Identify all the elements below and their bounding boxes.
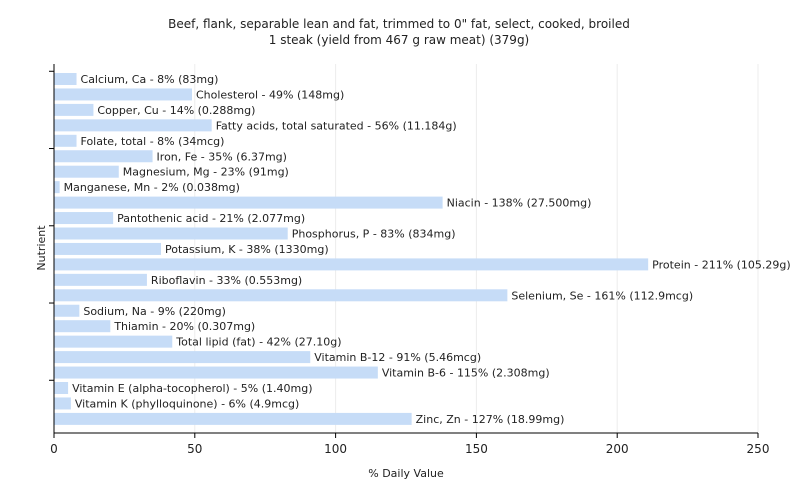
bar-0 xyxy=(54,73,77,85)
x-tick-label-50: 50 xyxy=(187,442,202,456)
bar-18 xyxy=(54,351,311,364)
bar-4 xyxy=(54,134,77,147)
bar-1 xyxy=(54,88,192,101)
bar-19 xyxy=(54,366,378,379)
bar-label-4: Folate, total - 8% (34mcg) xyxy=(81,135,225,148)
bar-label-21: Vitamin K (phylloquinone) - 6% (4.9mcg) xyxy=(75,397,299,410)
bar-label-12: Protein - 211% (105.29g) xyxy=(652,258,791,271)
bar-label-0: Calcium, Ca - 8% (83mg) xyxy=(81,73,219,86)
bar-5 xyxy=(54,150,153,163)
x-tick-label-250: 250 xyxy=(747,442,770,456)
bar-20 xyxy=(54,382,69,394)
bars: Calcium, Ca - 8% (83mg) Cholesterol - 49%… xyxy=(54,73,791,426)
bar-label-20: Vitamin E (alpha-tocopherol) - 5% (1.40m… xyxy=(72,382,312,395)
x-tick-label-150: 150 xyxy=(465,442,488,456)
bar-12 xyxy=(54,258,649,271)
x-tick-label-100: 100 xyxy=(324,442,347,456)
bar-17 xyxy=(54,335,173,348)
bar-10 xyxy=(54,227,288,240)
bar-label-14: Selenium, Se - 161% (112.9mcg) xyxy=(511,289,693,302)
bar-label-13: Riboflavin - 33% (0.553mg) xyxy=(151,274,302,287)
bar-label-19: Vitamin B-6 - 115% (2.308mg) xyxy=(382,367,550,380)
bar-label-7: Manganese, Mn - 2% (0.038mg) xyxy=(64,181,240,194)
bar-label-17: Total lipid (fat) - 42% (27.10g) xyxy=(175,336,341,349)
bar-label-16: Thiamin - 20% (0.307mg) xyxy=(113,320,255,333)
bar-2 xyxy=(54,103,94,116)
bar-label-18: Vitamin B-12 - 91% (5.46mcg) xyxy=(314,351,481,364)
x-tick-label-200: 200 xyxy=(606,442,629,456)
bar-label-9: Pantothenic acid - 21% (2.077mg) xyxy=(117,212,305,225)
bar-22 xyxy=(54,412,412,425)
bar-8 xyxy=(54,196,443,209)
bar-label-10: Phosphorus, P - 83% (834mg) xyxy=(292,228,456,241)
x-tick-label-0: 0 xyxy=(50,442,58,456)
bar-7 xyxy=(54,181,60,194)
bar-label-1: Cholesterol - 49% (148mg) xyxy=(196,88,344,101)
chart-title: Beef, flank, separable lean and fat, tri… xyxy=(168,17,630,31)
bar-14 xyxy=(54,289,508,302)
axes: 0 50 100 150 200 250 xyxy=(49,64,769,456)
bar-16 xyxy=(54,320,111,333)
bar-15 xyxy=(54,304,80,317)
bar-13 xyxy=(54,273,147,286)
y-axis-label: Nutrient xyxy=(35,225,48,271)
x-axis-label: % Daily Value xyxy=(368,467,444,480)
bar-label-15: Sodium, Na - 9% (220mg) xyxy=(83,305,226,318)
bar-label-11: Potassium, K - 38% (1330mg) xyxy=(165,243,329,256)
bar-6 xyxy=(54,165,119,178)
bar-label-22: Zinc, Zn - 127% (18.99mg) xyxy=(416,413,565,426)
bar-9 xyxy=(54,212,114,225)
bar-label-3: Fatty acids, total saturated - 56% (11.1… xyxy=(216,119,457,132)
bar-label-6: Magnesium, Mg - 23% (91mg) xyxy=(123,166,289,179)
bar-21 xyxy=(54,397,71,410)
bar-label-5: Iron, Fe - 35% (6.37mg) xyxy=(157,150,287,163)
bar-11 xyxy=(54,242,162,255)
bar-3 xyxy=(54,119,212,132)
bar-label-8: Niacin - 138% (27.500mg) xyxy=(447,197,592,210)
chart-subtitle: 1 steak (yield from 467 g raw meat) (379… xyxy=(269,33,530,47)
bar-label-2: Copper, Cu - 14% (0.288mg) xyxy=(97,104,255,117)
